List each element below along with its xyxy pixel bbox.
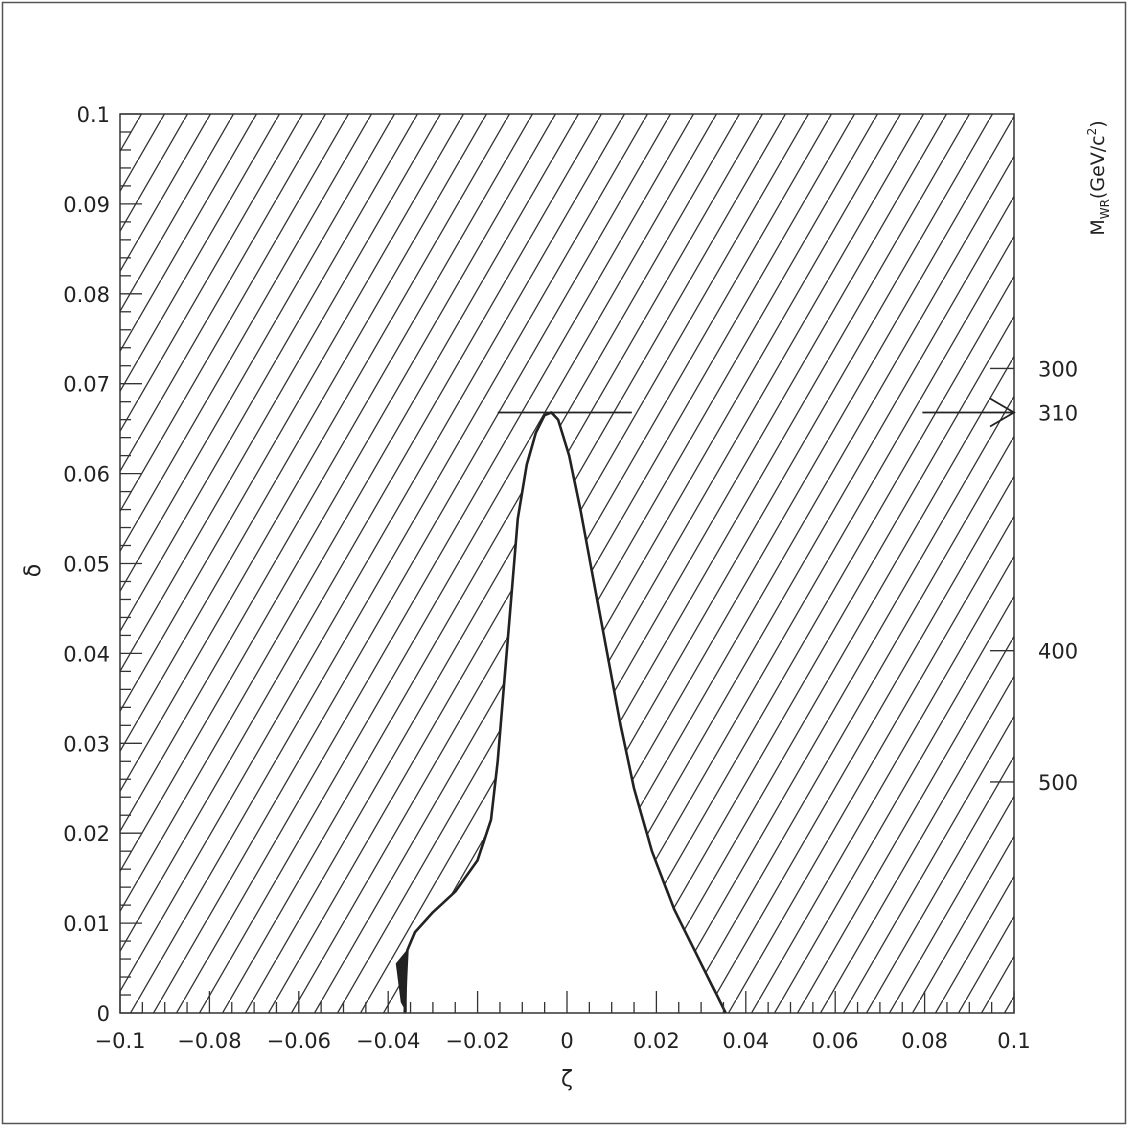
right-axis-tick-label: 500 <box>1038 771 1078 795</box>
right-axis-tick-label: 310 <box>1038 401 1078 425</box>
x-tick-label: 0.06 <box>812 1029 859 1053</box>
excluded-region-hatched <box>120 114 1014 1013</box>
y-tick-label: 0.04 <box>63 642 110 666</box>
allowed-region-contour <box>403 411 727 1013</box>
right-axis-title: MWR(GeV/c2) <box>1085 120 1112 235</box>
y-axis-title: δ <box>21 564 46 577</box>
right-axis-title-sup: 2 <box>1085 128 1099 136</box>
x-axis-title: ζ <box>561 1067 573 1092</box>
x-tick-label: 0.02 <box>633 1029 680 1053</box>
right-axis-ticks: 300 310 400 500 <box>990 357 1078 795</box>
x-tick-label: 0 <box>560 1029 573 1053</box>
x-tick-label: 0.04 <box>722 1029 769 1053</box>
y-tick-label: 0.02 <box>63 822 110 846</box>
right-axis-title-rest: (GeV/c <box>1087 135 1109 199</box>
y-tick-label: 0.08 <box>63 283 110 307</box>
contour-base-notch <box>395 950 407 1013</box>
y-tick-label: 0.09 <box>63 193 110 217</box>
arrow-head <box>989 397 1016 428</box>
right-axis-tick-label: 400 <box>1038 640 1078 664</box>
x-tick-label: −0.08 <box>177 1029 241 1053</box>
right-axis-title-close: ) <box>1087 120 1109 127</box>
x-tick-label: −0.06 <box>267 1029 331 1053</box>
y-tick-label: 0 <box>97 1002 110 1026</box>
y-tick-label: 0.06 <box>63 463 110 487</box>
x-axis-ticks: −0.1 −0.08 −0.06 −0.04 −0.02 0 0.02 0.04 0.06 0.0… <box>95 991 1031 1053</box>
right-axis-title-sub: WR <box>1098 199 1112 219</box>
x-tick-label: −0.04 <box>356 1029 420 1053</box>
y-tick-label: 0.07 <box>63 373 110 397</box>
right-axis-tick-label: 300 <box>1038 357 1078 381</box>
y-tick-label: 0.05 <box>63 553 110 577</box>
mass-limit-arrow <box>922 397 1016 428</box>
y-tick-label: 0.03 <box>63 732 110 756</box>
y-tick-label: 0.1 <box>77 103 110 127</box>
x-tick-label: 0.08 <box>901 1029 948 1053</box>
y-tick-label: 0.01 <box>63 912 110 936</box>
x-tick-label: −0.1 <box>95 1029 146 1053</box>
x-tick-label: 0.1 <box>997 1029 1030 1053</box>
right-axis-title-main: M <box>1087 219 1109 235</box>
y-axis-ticks: 0 0.01 0.02 0.03 0.04 0.05 0.06 0.07 0.08 0.09 0.1 <box>63 103 142 1026</box>
x-tick-label: −0.02 <box>445 1029 509 1053</box>
